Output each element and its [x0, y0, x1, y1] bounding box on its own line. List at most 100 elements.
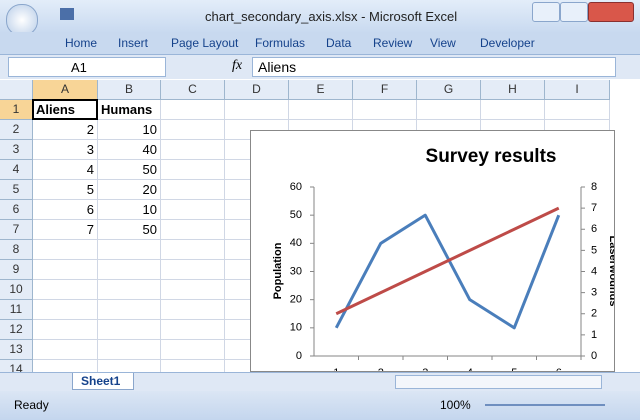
- fx-button[interactable]: fx: [232, 58, 243, 73]
- cell: [353, 100, 417, 120]
- sheet-tab-label: Sheet1: [81, 374, 121, 388]
- cell: [33, 280, 98, 300]
- sheet-tab[interactable]: Sheet1: [72, 373, 134, 390]
- row-header: 7: [0, 220, 33, 240]
- status-bar: Ready 100%: [0, 391, 640, 420]
- column-header: E: [289, 80, 353, 100]
- cell: [98, 280, 161, 300]
- ribbon-tab[interactable]: Page Layout: [171, 36, 239, 50]
- cell-value: 10: [98, 200, 161, 220]
- cell: [161, 100, 225, 120]
- row-header: 8: [0, 240, 33, 260]
- close-button[interactable]: [588, 2, 634, 22]
- office-button[interactable]: [6, 4, 38, 36]
- column-header: D: [225, 80, 289, 100]
- cell: [33, 300, 98, 320]
- cell: [161, 320, 225, 340]
- cell-value: 6: [33, 200, 98, 220]
- y2-tick-label: 6: [591, 223, 597, 235]
- row-header: 4: [0, 160, 33, 180]
- cell: [161, 180, 225, 200]
- y2-tick-label: 5: [591, 244, 597, 256]
- cell: [33, 260, 98, 280]
- cell-value: 2: [33, 120, 98, 140]
- series-line: [335, 206, 560, 316]
- row-header: 10: [0, 280, 33, 300]
- row-header: 2: [0, 120, 33, 140]
- row-header: 13: [0, 340, 33, 360]
- title-bar: chart_secondary_axis.xlsx - Microsoft Ex…: [0, 0, 640, 36]
- ribbon-tab[interactable]: Formulas: [255, 36, 306, 50]
- cell: [161, 160, 225, 180]
- row-header: 6: [0, 200, 33, 220]
- ribbon-tab[interactable]: Home: [65, 36, 98, 50]
- ribbon-tab[interactable]: Review: [373, 36, 413, 50]
- y-tick-label: 10: [290, 322, 302, 334]
- row-header: 14: [0, 360, 33, 372]
- cell: [98, 260, 161, 280]
- x-tick-label: 6: [556, 367, 562, 372]
- cell: [98, 320, 161, 340]
- row-header: 11: [0, 300, 33, 320]
- cell: [161, 120, 225, 140]
- ribbon: Home Insert Page Layout Formulas Data Review V…: [0, 32, 640, 55]
- column-header: F: [353, 80, 417, 100]
- cell-value: 20: [98, 180, 161, 200]
- y-tick-label: 20: [290, 294, 302, 306]
- y2-tick-label: 0: [591, 350, 597, 362]
- cell: [33, 320, 98, 340]
- column-header: H: [481, 80, 545, 100]
- name-box[interactable]: A1: [8, 57, 166, 77]
- x-tick-label: 5: [511, 367, 517, 372]
- cell-value: Humans: [98, 100, 161, 120]
- sheet-tab-bar: Sheet1: [0, 372, 640, 391]
- y-tick-label: 0: [296, 350, 302, 362]
- column-header: G: [417, 80, 481, 100]
- cell: [33, 340, 98, 360]
- column-header: A: [33, 80, 98, 100]
- zoom-slider[interactable]: [485, 404, 605, 406]
- cell-value: 7: [33, 220, 98, 240]
- cell: [545, 100, 610, 120]
- column-header: C: [161, 80, 225, 100]
- cell: [417, 100, 481, 120]
- series-line: [334, 213, 561, 330]
- y-tick-label: 50: [290, 209, 302, 221]
- y2-tick-label: 3: [591, 287, 597, 299]
- chart-title: Survey results: [426, 146, 557, 167]
- row-header: 3: [0, 140, 33, 160]
- formula-text: Aliens: [258, 59, 297, 75]
- formula-input[interactable]: Aliens: [252, 57, 616, 77]
- cell: [481, 100, 545, 120]
- save-icon[interactable]: [60, 8, 74, 20]
- ribbon-tab[interactable]: View: [430, 36, 456, 50]
- row-header: 12: [0, 320, 33, 340]
- cell: [161, 260, 225, 280]
- cell: [161, 340, 225, 360]
- name-box-text: A1: [71, 60, 87, 75]
- ribbon-tab[interactable]: Data: [326, 36, 352, 50]
- ribbon-tab[interactable]: Developer: [480, 36, 535, 50]
- cell: [161, 240, 225, 260]
- cell: [33, 240, 98, 260]
- column-header: B: [98, 80, 161, 100]
- minimize-button[interactable]: [532, 2, 560, 22]
- restore-button[interactable]: [560, 2, 588, 22]
- chart[interactable]: Survey results Population Laserwounds 0 10 20…: [250, 130, 615, 372]
- cell: [98, 240, 161, 260]
- cell: [98, 300, 161, 320]
- x-tick-label: 1: [333, 367, 339, 372]
- y-tick-label: 40: [290, 237, 302, 249]
- x-tick-label: 3: [422, 367, 428, 372]
- row-header: 5: [0, 180, 33, 200]
- cell-value: 4: [33, 160, 98, 180]
- y2-tick-label: 4: [591, 265, 597, 277]
- ribbon-tab[interactable]: Insert: [118, 36, 149, 50]
- y2-tick-label: 1: [591, 329, 597, 341]
- cell-value: 40: [98, 140, 161, 160]
- cell: [161, 220, 225, 240]
- horizontal-scrollbar[interactable]: [395, 375, 602, 389]
- y2-tick-label: 2: [591, 308, 597, 320]
- y-tick-label: 30: [290, 265, 302, 277]
